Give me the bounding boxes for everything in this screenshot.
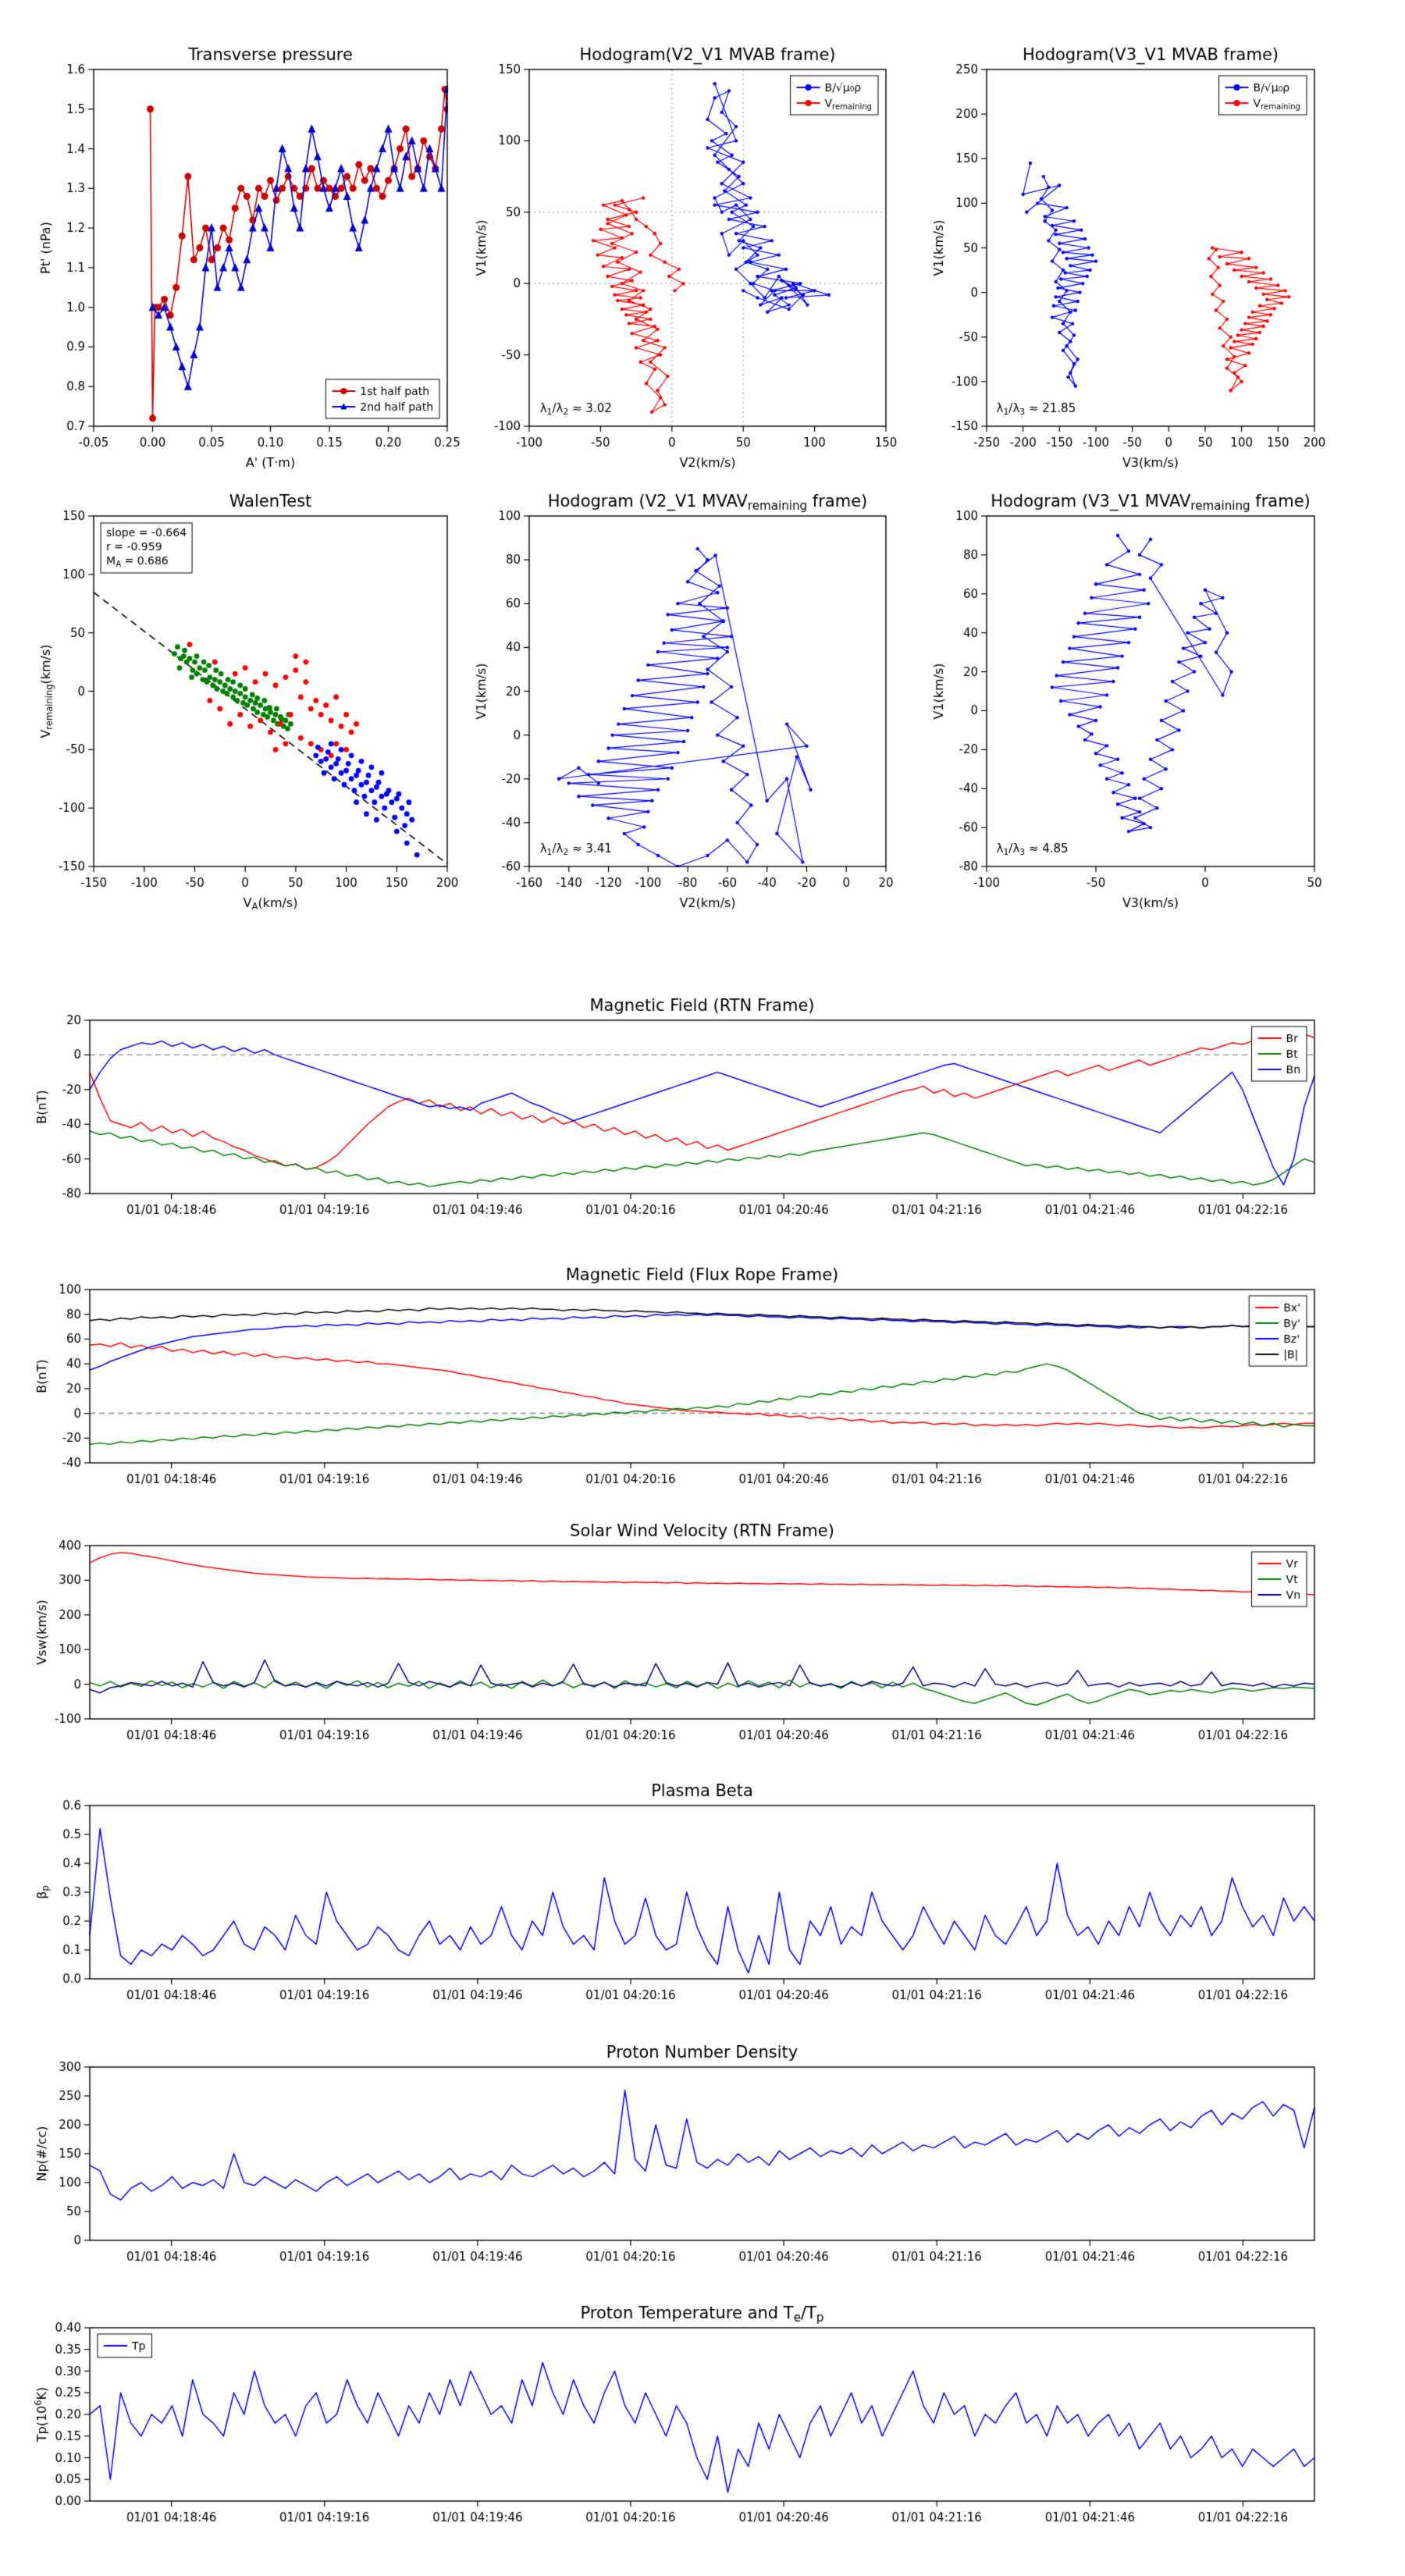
- panel-title: WalenTest: [39, 478, 40, 479]
- panel-title: Solar Wind Velocity (RTN Frame): [31, 1513, 32, 1514]
- panel-title: Proton Number Density: [31, 2034, 32, 2035]
- panel-transverse-pressure: Transverse pressure: [39, 31, 453, 511]
- panel-proton-density: Proton Number Density: [31, 2034, 1327, 2268]
- panel-title: Hodogram (V3_V1 MVAVremaining frame): [935, 478, 936, 479]
- panel-title: Hodogram(V3_V1 MVAB frame): [935, 31, 936, 32]
- panel-solar-wind-velocity: Solar Wind Velocity (RTN Frame): [31, 1513, 1327, 1747]
- panel-hodogram-v3v1-mvav: Hodogram (V3_V1 MVAVremaining frame): [935, 478, 1321, 950]
- panel-title: Plasma Beta: [31, 1773, 32, 1774]
- panel-title: Transverse pressure: [39, 31, 40, 32]
- panel-walen-test: WalenTest: [39, 478, 453, 950]
- panel-proton-temperature: Proton Temperature and Te/Tp: [31, 2295, 1327, 2529]
- panel-magnetic-field-fluxrope: Magnetic Field (Flux Rope Frame): [31, 1257, 1327, 1491]
- panel-plasma-beta: Plasma Beta: [31, 1773, 1327, 2007]
- panel-hodogram-v2v1-mvav: Hodogram (V2_V1 MVAVremaining frame): [478, 478, 891, 950]
- panel-title: Magnetic Field (RTN Frame): [31, 987, 32, 988]
- panel-title: Proton Temperature and Te/Tp: [31, 2295, 32, 2296]
- panel-hodogram-v2v1-mvab: Hodogram(V2_V1 MVAB frame): [478, 31, 891, 511]
- panel-hodogram-v3v1-mvab: Hodogram(V3_V1 MVAB frame): [935, 31, 1321, 511]
- panel-magnetic-field-rtn: Magnetic Field (RTN Frame): [31, 987, 1327, 1222]
- panel-title: Magnetic Field (Flux Rope Frame): [31, 1257, 32, 1258]
